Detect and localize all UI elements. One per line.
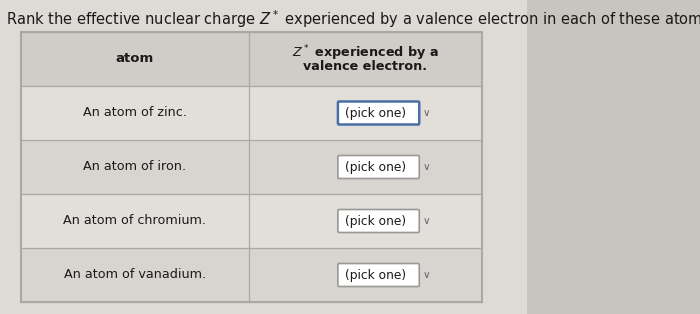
FancyBboxPatch shape	[338, 263, 419, 286]
Text: Rank the effective nuclear charge $Z^*$ experienced by a valence electron in eac: Rank the effective nuclear charge $Z^*$ …	[6, 8, 700, 30]
Text: atom: atom	[116, 52, 154, 66]
Text: ∨: ∨	[423, 108, 430, 118]
FancyBboxPatch shape	[21, 32, 482, 302]
Text: $Z^*$ experienced by a: $Z^*$ experienced by a	[292, 43, 439, 63]
Text: (pick one): (pick one)	[345, 106, 406, 120]
Text: ∨: ∨	[423, 162, 430, 172]
Text: ∨: ∨	[423, 216, 430, 226]
FancyBboxPatch shape	[338, 209, 419, 232]
FancyBboxPatch shape	[338, 101, 419, 124]
Text: An atom of chromium.: An atom of chromium.	[64, 214, 206, 228]
Text: (pick one): (pick one)	[345, 160, 406, 174]
Text: An atom of iron.: An atom of iron.	[83, 160, 186, 174]
Text: An atom of zinc.: An atom of zinc.	[83, 106, 187, 120]
FancyBboxPatch shape	[338, 155, 419, 178]
Text: ∨: ∨	[423, 270, 430, 280]
Text: An atom of vanadium.: An atom of vanadium.	[64, 268, 206, 281]
FancyBboxPatch shape	[0, 0, 527, 314]
Text: valence electron.: valence electron.	[303, 61, 428, 73]
Text: (pick one): (pick one)	[345, 268, 406, 281]
FancyBboxPatch shape	[21, 194, 482, 248]
FancyBboxPatch shape	[21, 140, 482, 194]
FancyBboxPatch shape	[21, 248, 482, 302]
FancyBboxPatch shape	[21, 32, 482, 86]
FancyBboxPatch shape	[21, 86, 482, 140]
Text: (pick one): (pick one)	[345, 214, 406, 228]
